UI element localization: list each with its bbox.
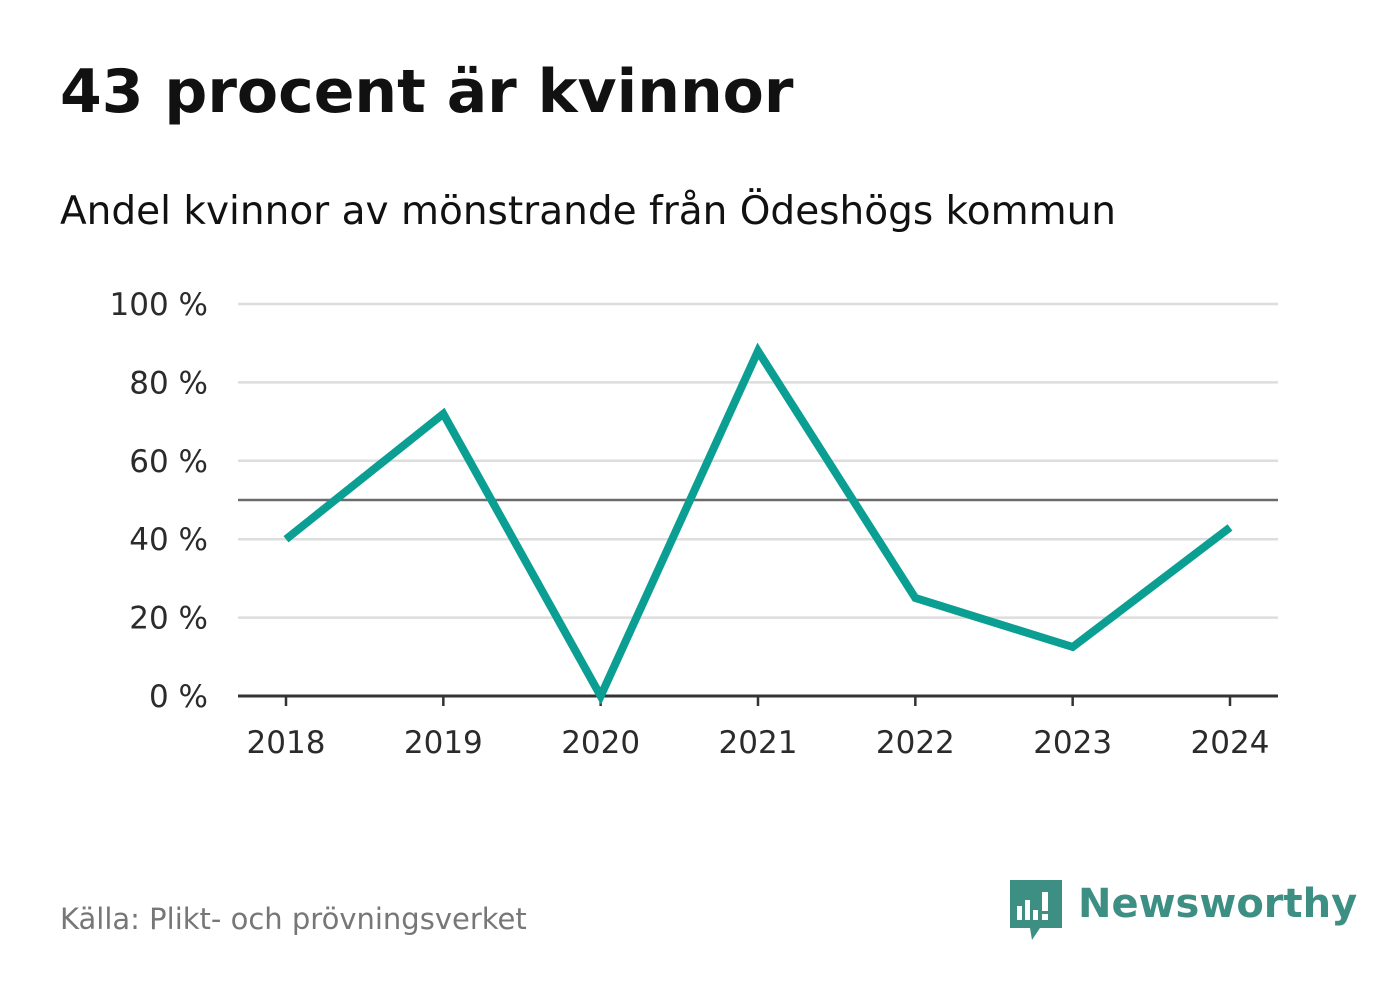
x-axis-labels: 2018 2019 2020 2021 2022 2023 2024: [247, 725, 1270, 761]
bar-chart-icon: [1010, 880, 1062, 940]
x-tick-label: 2019: [404, 725, 483, 761]
y-tick-label: 0 %: [149, 679, 208, 715]
y-tick-label: 60 %: [129, 444, 208, 480]
series-line: [283, 342, 1233, 705]
x-tick-label: 2022: [876, 725, 955, 761]
x-axis: [238, 694, 1278, 706]
chart-title: 43 procent är kvinnor: [60, 57, 794, 127]
source-note: Källa: Plikt- och prövningsverket: [60, 902, 527, 936]
y-axis-labels: 0 % 20 % 40 % 60 % 80 % 100 %: [110, 287, 208, 715]
gridlines: [238, 302, 1278, 619]
series-group: [283, 342, 1233, 705]
x-tick-label: 2023: [1033, 725, 1112, 761]
logo-text: Newsworthy: [1078, 881, 1358, 927]
y-tick-label: 20 %: [129, 601, 208, 637]
y-tick-label: 80 %: [129, 365, 208, 401]
x-tick-label: 2021: [719, 725, 798, 761]
y-tick-label: 100 %: [110, 287, 208, 323]
x-tick-label: 2020: [561, 725, 640, 761]
newsworthy-logo: Newsworthy: [1010, 878, 1357, 944]
y-tick-label: 40 %: [129, 522, 208, 558]
x-tick-label: 2018: [247, 725, 326, 761]
chart-subtitle: Andel kvinnor av mönstrande från Ödeshög…: [60, 189, 1117, 234]
x-tick-label: 2024: [1191, 725, 1270, 761]
